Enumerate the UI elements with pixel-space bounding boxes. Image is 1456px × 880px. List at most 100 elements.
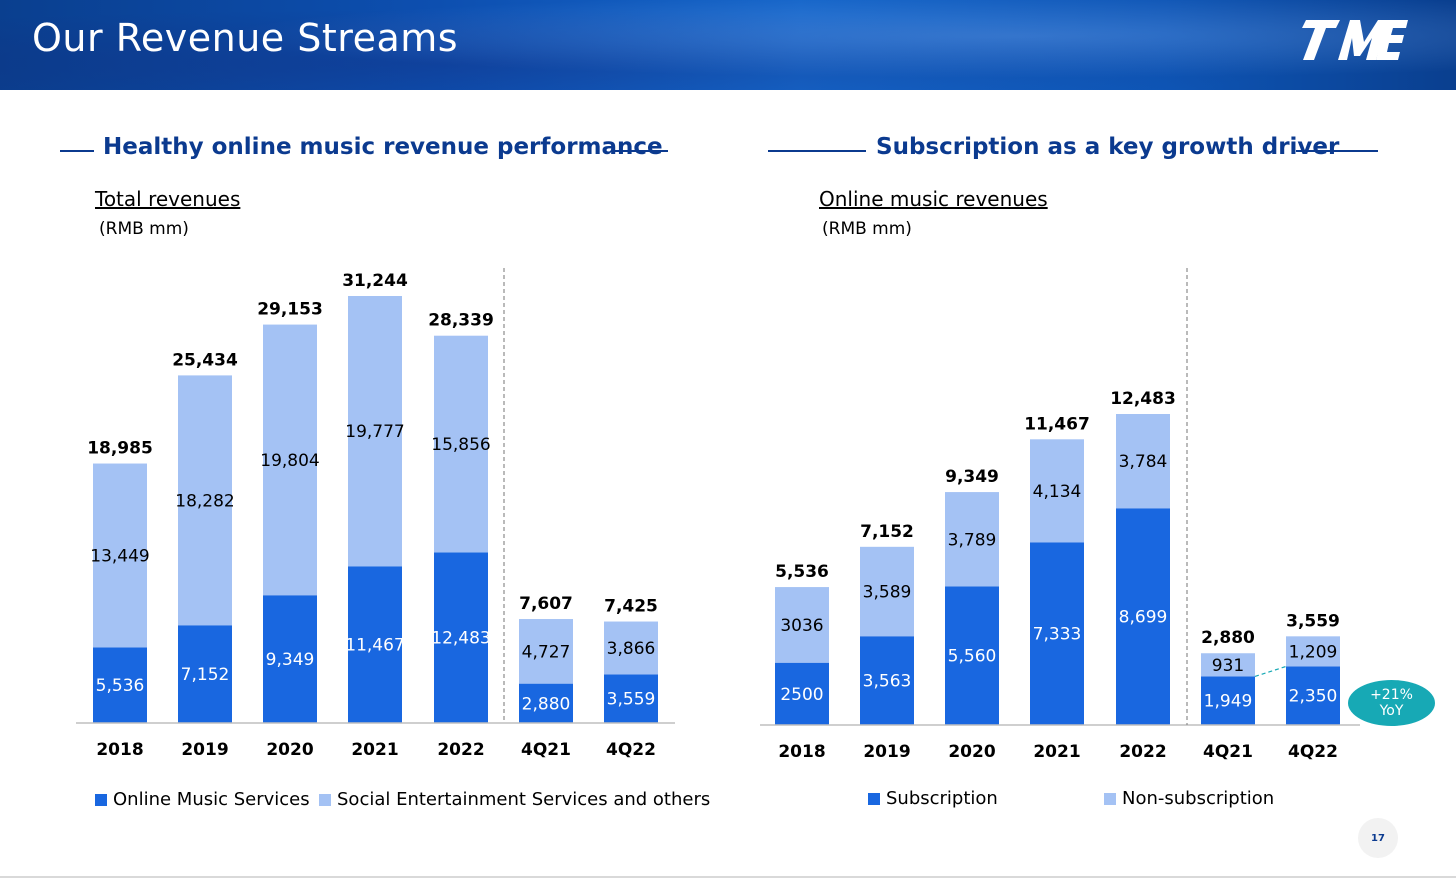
left-bar-online-music-services-2022 xyxy=(434,552,488,723)
right-category-label-4Q21: 4Q21 xyxy=(1203,742,1253,762)
left-bar-online-music-services-4Q21 xyxy=(519,683,573,723)
right-bar-subscription-2020 xyxy=(945,586,999,725)
right-data-label-dark-4Q21: 1,949 xyxy=(1204,692,1253,712)
legend-swatch-subscription xyxy=(868,792,880,805)
right-bar-subscription-2018 xyxy=(775,662,829,725)
right-total-label-2019: 7,152 xyxy=(860,522,914,542)
left-chart-units: (RMB mm) xyxy=(99,219,189,239)
left-bar-online-music-services-4Q22 xyxy=(604,674,658,723)
right-bar-subscription-4Q22 xyxy=(1286,666,1340,725)
right-total-label-2020: 9,349 xyxy=(945,467,999,487)
left-data-label-light-2022: 15,856 xyxy=(431,435,490,455)
left-chart-subtitle: Total revenues xyxy=(95,187,241,211)
left-total-label-2022: 28,339 xyxy=(428,311,494,331)
left-data-label-light-4Q22: 3,866 xyxy=(607,639,656,659)
yoy-connector-line xyxy=(1254,665,1287,678)
left-heading-rule-right xyxy=(614,150,668,152)
right-data-label-light-2019: 3,589 xyxy=(863,583,912,603)
left-data-label-light-2019: 18,282 xyxy=(175,491,234,511)
page-number: 17 xyxy=(1358,818,1398,858)
right-bar-non-subscription-2020 xyxy=(945,492,999,587)
right-data-label-light-2018: 3036 xyxy=(780,616,823,636)
tme-logo-icon xyxy=(1302,20,1408,60)
right-category-label-2020: 2020 xyxy=(948,742,995,762)
legend-label-online-music: Online Music Services xyxy=(113,789,310,810)
left-category-label-2019: 2019 xyxy=(181,740,228,760)
page-title: Our Revenue Streams xyxy=(32,16,459,60)
legend-label-non-subscription: Non-subscription xyxy=(1122,788,1275,809)
right-data-label-dark-2021: 7,333 xyxy=(1033,625,1082,645)
legend-label-social-entertainment: Social Entertainment Services and others xyxy=(337,789,711,810)
left-bar-social-entertainment-services-and-others-2020 xyxy=(263,324,317,596)
right-bar-non-subscription-4Q22 xyxy=(1286,636,1340,667)
right-legend-subscription: Subscription xyxy=(868,788,998,809)
right-heading-rule-right xyxy=(1296,150,1378,152)
left-bar-online-music-services-2018 xyxy=(93,647,147,723)
left-category-label-4Q21: 4Q21 xyxy=(521,740,571,760)
right-bar-non-subscription-2019 xyxy=(860,546,914,637)
left-data-label-dark-2022: 12,483 xyxy=(431,629,490,649)
legend-swatch-non-subscription xyxy=(1104,792,1116,805)
right-chart-subtitle: Online music revenues xyxy=(819,187,1048,211)
left-legend-social-entertainment: Social Entertainment Services and others xyxy=(319,789,710,810)
left-data-label-dark-4Q21: 2,880 xyxy=(522,694,571,714)
left-legend-online-music: Online Music Services xyxy=(95,789,310,810)
left-category-label-2022: 2022 xyxy=(437,740,484,760)
right-category-label-2022: 2022 xyxy=(1119,742,1166,762)
right-data-label-dark-2020: 5,560 xyxy=(948,647,997,667)
left-data-label-dark-2020: 9,349 xyxy=(266,650,315,670)
left-section-heading-text: Healthy online music revenue performance xyxy=(103,134,663,160)
right-chart-units: (RMB mm) xyxy=(822,219,912,239)
right-data-label-dark-2019: 3,563 xyxy=(863,672,912,692)
right-category-label-2021: 2021 xyxy=(1033,742,1080,762)
right-total-label-2018: 5,536 xyxy=(775,562,829,582)
right-data-label-light-4Q22: 1,209 xyxy=(1289,642,1338,662)
header-texture xyxy=(0,0,1456,90)
left-total-label-4Q22: 7,425 xyxy=(604,597,658,617)
right-category-label-2019: 2019 xyxy=(863,742,910,762)
right-bar-non-subscription-2021 xyxy=(1030,439,1084,543)
left-bar-online-music-services-2021 xyxy=(348,566,402,723)
right-bar-non-subscription-2018 xyxy=(775,587,829,663)
left-bar-social-entertainment-services-and-others-2019 xyxy=(178,375,232,626)
left-bar-online-music-services-2020 xyxy=(263,595,317,723)
right-total-label-2022: 12,483 xyxy=(1110,389,1176,409)
right-data-label-light-4Q21: 931 xyxy=(1212,656,1244,676)
right-total-label-4Q22: 3,559 xyxy=(1286,611,1340,631)
left-data-label-dark-2021: 11,467 xyxy=(345,636,404,656)
left-data-label-dark-2018: 5,536 xyxy=(96,676,145,696)
left-category-label-2018: 2018 xyxy=(96,740,143,760)
yoy-growth-label: YoY xyxy=(1379,703,1404,719)
right-data-label-dark-2018: 2500 xyxy=(780,685,823,705)
right-bar-non-subscription-4Q21 xyxy=(1201,653,1255,677)
right-heading-rule-left xyxy=(768,150,866,152)
yoy-growth-value: +21% xyxy=(1370,687,1413,703)
legend-label-subscription: Subscription xyxy=(886,788,998,809)
header-banner: Our Revenue Streams xyxy=(0,0,1456,90)
footer-divider xyxy=(0,876,1456,878)
legend-swatch-social-entertainment xyxy=(319,793,331,806)
left-bar-social-entertainment-services-and-others-2018 xyxy=(93,463,147,648)
left-heading-rule-left xyxy=(60,150,94,152)
left-data-label-dark-2019: 7,152 xyxy=(181,665,230,685)
left-data-label-light-4Q21: 4,727 xyxy=(522,642,571,662)
right-data-label-dark-4Q22: 2,350 xyxy=(1289,687,1338,707)
left-data-label-light-2021: 19,777 xyxy=(345,422,404,442)
legend-swatch-online-music xyxy=(95,793,107,806)
left-total-label-2018: 18,985 xyxy=(87,439,153,459)
left-bar-social-entertainment-services-and-others-4Q22 xyxy=(604,621,658,675)
left-total-label-2019: 25,434 xyxy=(172,350,238,370)
yoy-growth-bubble: +21% YoY xyxy=(1348,680,1435,726)
right-bar-subscription-2022 xyxy=(1116,508,1170,725)
left-total-label-4Q21: 7,607 xyxy=(519,594,573,614)
right-section-heading-text: Subscription as a key growth driver xyxy=(876,134,1340,160)
left-data-label-light-2020: 19,804 xyxy=(260,451,319,471)
left-bar-social-entertainment-services-and-others-4Q21 xyxy=(519,619,573,684)
left-category-label-4Q22: 4Q22 xyxy=(606,740,656,760)
right-legend-non-subscription: Non-subscription xyxy=(1104,788,1274,809)
right-data-label-light-2022: 3,784 xyxy=(1119,452,1168,472)
left-category-label-2021: 2021 xyxy=(351,740,398,760)
right-total-label-2021: 11,467 xyxy=(1024,414,1090,434)
left-data-label-dark-4Q22: 3,559 xyxy=(607,690,656,710)
